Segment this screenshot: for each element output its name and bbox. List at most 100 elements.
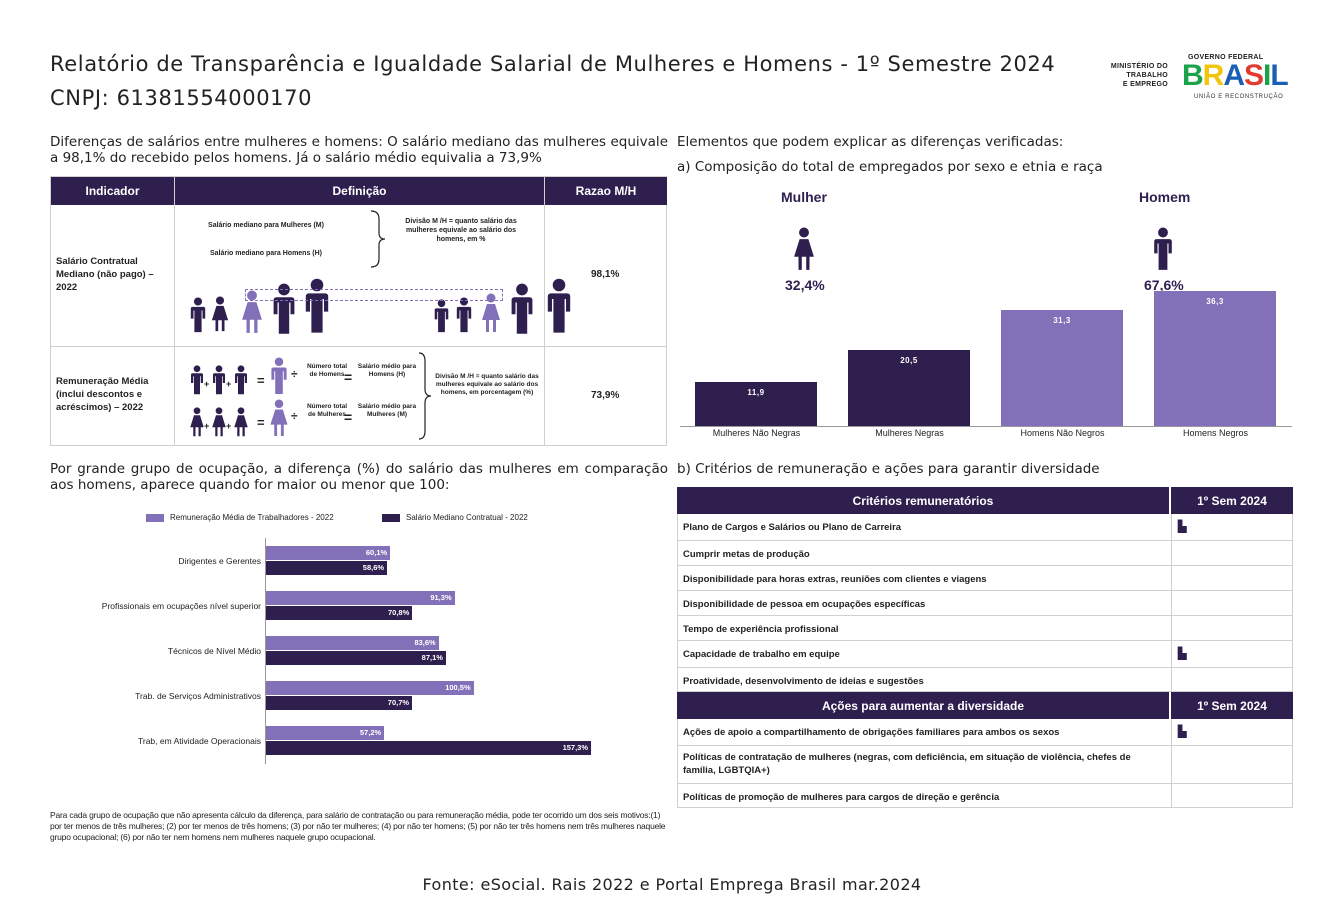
num-h: Número total de Homens (306, 363, 348, 378)
criteria-row: Disponibilidade de pessoa em ocupações e… (677, 591, 1293, 616)
occupation-value: 57,2% (359, 728, 382, 737)
occupation-bar: 70,7% (266, 696, 413, 710)
man-label: Homem (1139, 189, 1191, 205)
occupation-bar: 91,3% (266, 591, 455, 605)
ministry-logo: MINISTÉRIO DO TRABALHO E EMPREGO (1088, 62, 1168, 89)
man-icon (509, 281, 535, 337)
occupation-bar: 157,3% (266, 741, 591, 755)
occupation-bar: 70,8% (266, 606, 413, 620)
criteria-label: Capacidade de trabalho em equipe (683, 649, 840, 660)
plus-icon: + (226, 379, 232, 389)
occupation-category: Técnicos de Nível Médio (167, 646, 261, 656)
ministry-line: E EMPREGO (1122, 81, 1168, 88)
plus-icon: + (204, 379, 210, 389)
criteria-row: Tempo de experiência profissional (677, 616, 1293, 641)
occupation-bar: 58,6% (266, 561, 388, 575)
elements-title: Elementos que podem explicar as diferenç… (677, 134, 1064, 150)
column-category: Mulheres Não Negras (712, 428, 801, 438)
woman-icon (269, 399, 289, 437)
criteria-row: Capacidade de trabalho em equipe ▙ (677, 641, 1293, 668)
building-check-icon: ▙ (1178, 648, 1187, 660)
composition-title: a) Composição do total de empregados por… (677, 159, 1103, 175)
man-icon (303, 275, 331, 337)
occupation-value: 58,6% (362, 563, 385, 572)
equals-icon: = (257, 373, 265, 388)
composition-chart: 11,9 Mulheres Não Negras 20,5 Mulheres Negr… (680, 291, 1292, 445)
divide-icon: ÷ (291, 367, 298, 381)
occupation-category: Trab, em Atividade Operacionais (138, 736, 261, 746)
column-bar: 36,3 (1154, 291, 1276, 426)
man-icon (1152, 225, 1174, 273)
woman-icon (793, 225, 815, 273)
woman-icon (211, 407, 227, 437)
column-value: 20,5 (900, 355, 918, 365)
gov-top-label: GOVERNO FEDERAL (1188, 54, 1264, 61)
brace-icon (418, 352, 432, 440)
brasil-logo: BRASIL (1182, 59, 1289, 92)
sal-m: Salário médio para Mulheres (M) (357, 403, 417, 418)
ministry-line: MINISTÉRIO DO (1110, 63, 1168, 70)
occupation-bar: 57,2% (266, 726, 385, 740)
def-div: Divisão M /H = quanto salário das mulher… (405, 218, 517, 243)
criteria-label: Cumprir metas de produção (683, 549, 810, 560)
equals-icon: = (257, 415, 265, 430)
footnote: Para cada grupo de ocupação que não apre… (50, 810, 666, 842)
criteria-row: Plano de Cargos e Salários ou Plano de C… (677, 514, 1293, 541)
man-icon (269, 357, 289, 395)
criteria-label: Políticas de contratação de mulheres (ne… (683, 752, 1131, 776)
criteria-header-col: 1º Sem 2024 (1171, 487, 1293, 514)
th-definicao: Definição (175, 177, 544, 205)
occupation-chart: Remuneração Média de Trabalhadores - 202… (50, 508, 668, 768)
criteria-label: Disponibilidade de pessoa em ocupações e… (683, 599, 926, 610)
occupation-bar: 87,1% (266, 651, 446, 665)
occupation-bar: 100,5% (266, 681, 474, 695)
equals-icon: = (344, 409, 353, 425)
column-bar: 31,3 (1001, 309, 1123, 426)
th-indicador: Indicador (51, 177, 174, 205)
man-icon (189, 365, 205, 395)
ratio-media: 73,9% (591, 390, 620, 401)
row-label-mediano: Salário Contratual Mediano (não pago) – … (56, 256, 154, 293)
differences-text: Diferenças de salários entre mulheres e … (50, 134, 668, 166)
woman-icon (189, 407, 205, 437)
woman-label: Mulher (781, 189, 827, 205)
row-label-media: Remuneração Média (inclui descontos e ac… (56, 376, 149, 413)
woman-icon (211, 295, 229, 333)
column-category: Mulheres Negras (875, 428, 944, 438)
equation-illustration: + + = ÷ + + = ÷ (189, 355, 309, 439)
occupation-value: 87,1% (421, 653, 443, 662)
column-category: Homens Negros (1182, 428, 1249, 438)
building-check-icon: ▙ (1178, 726, 1187, 738)
man-icon (455, 297, 473, 333)
man-icon (233, 365, 249, 395)
criteria-row: Proatividade, desenvolvimento de ideias … (677, 668, 1293, 692)
criteria-row: Disponibilidade para horas extras, reuni… (677, 566, 1293, 591)
criteria-row: Políticas de promoção de mulheres para c… (677, 784, 1293, 808)
man-icon (189, 297, 207, 333)
criteria-title: b) Critérios de remuneração e ações para… (677, 461, 1100, 477)
occupation-text: Por grande grupo de ocupação, a diferenç… (50, 461, 668, 493)
occupation-value: 70,7% (387, 698, 410, 707)
legend-label: Salário Mediano Contratual - 2022 (406, 513, 528, 522)
occupation-category: Dirigentes e Gerentes (178, 556, 261, 566)
occupation-value: 70,8% (387, 608, 410, 617)
criteria-row: Ações de apoio a compartilhamento de obr… (677, 719, 1293, 746)
column-category: Homens Não Negros (1020, 428, 1105, 438)
legend-label: Remuneração Média de Trabalhadores - 202… (170, 513, 334, 522)
source-text: Fonte: eSocial. Rais 2022 e Portal Empre… (422, 875, 922, 894)
page-title: Relatório de Transparência e Igualdade S… (50, 52, 1056, 76)
criteria-label: Ações de apoio a compartilhamento de obr… (683, 727, 1060, 738)
legend-swatch (382, 514, 400, 522)
criteria-label: Proatividade, desenvolvimento de ideias … (683, 676, 924, 687)
criteria-label: Disponibilidade para horas extras, reuni… (683, 574, 987, 585)
man-icon (211, 365, 227, 395)
num-m: Número total de Mulheres (306, 403, 348, 418)
column-value: 36,3 (1206, 297, 1224, 307)
column-value: 31,3 (1053, 315, 1071, 325)
criteria-row: Políticas de contratação de mulheres (ne… (677, 746, 1293, 784)
brace-icon (370, 210, 386, 268)
criteria-label: Plano de Cargos e Salários ou Plano de C… (683, 522, 902, 533)
occupation-value: 157,3% (562, 743, 588, 752)
equals-icon: = (344, 369, 353, 385)
occupation-bar: 60,1% (266, 546, 391, 560)
